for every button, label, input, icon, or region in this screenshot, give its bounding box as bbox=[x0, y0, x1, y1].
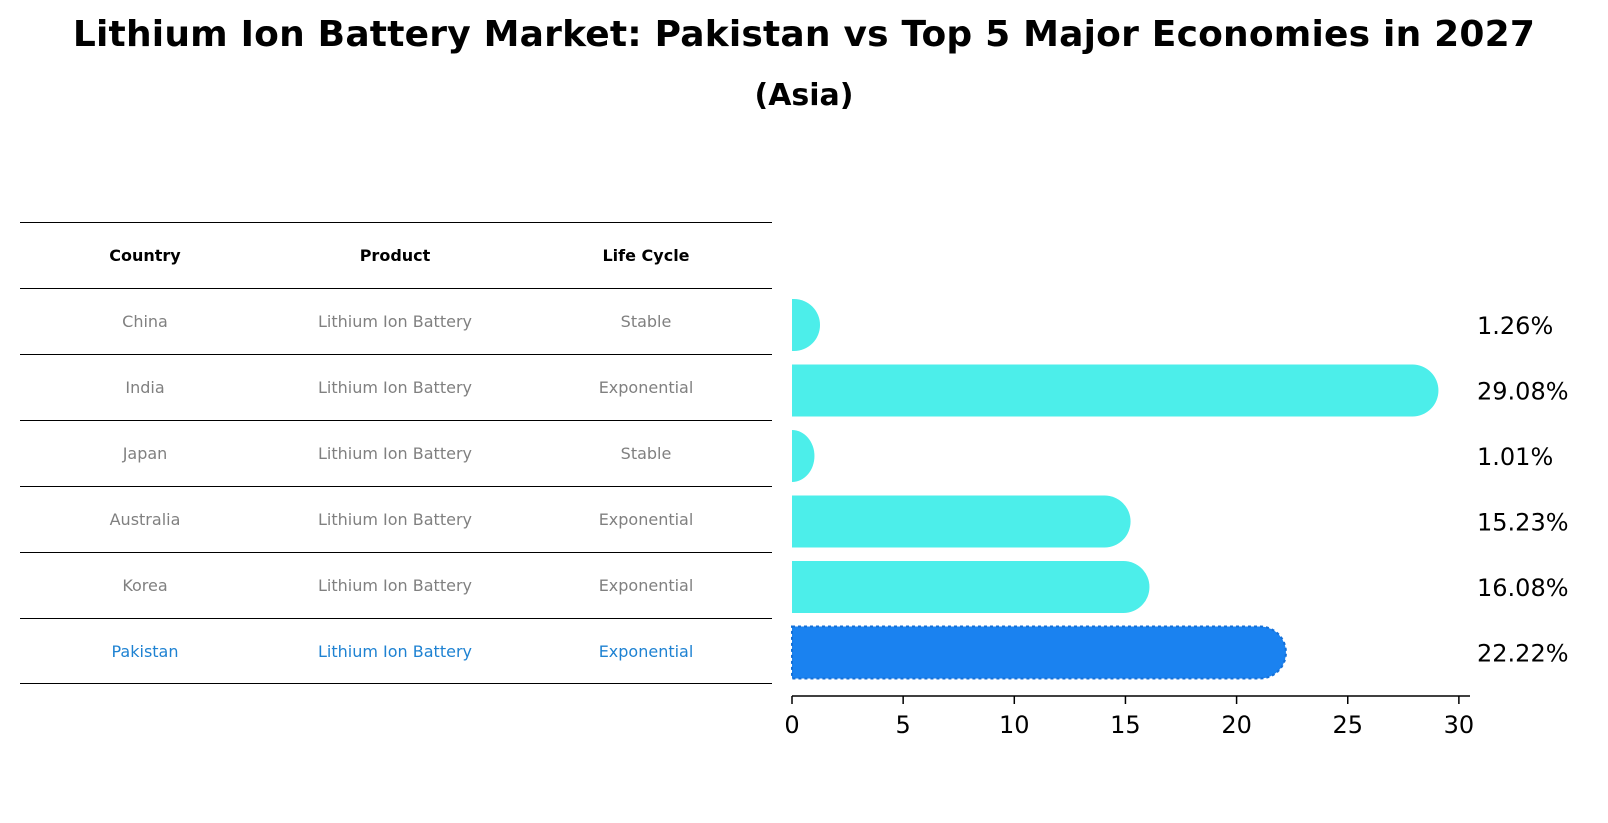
header-country: Country bbox=[109, 246, 181, 265]
x-tick-label: 5 bbox=[896, 711, 911, 739]
chart-subtitle: (Asia) bbox=[754, 78, 854, 113]
cell-product: Lithium Ion Battery bbox=[318, 510, 472, 529]
table-row: Australia Lithium Ion Battery Exponentia… bbox=[20, 486, 772, 552]
table-row-highlighted: Pakistan Lithium Ion Battery Exponential bbox=[20, 618, 772, 684]
country-table: Country Product Life Cycle China Lithium… bbox=[20, 222, 772, 684]
cell-life-cycle: Stable bbox=[620, 444, 672, 463]
cell-life-cycle: Exponential bbox=[598, 378, 694, 397]
x-tick-label: 30 bbox=[1444, 711, 1475, 739]
x-tick-label: 10 bbox=[999, 711, 1030, 739]
header-product: Product bbox=[359, 246, 431, 265]
cell-product: Lithium Ion Battery bbox=[318, 576, 472, 595]
chart-title: Lithium Ion Battery Market: Pakistan vs … bbox=[72, 14, 1536, 55]
x-tick-label: 20 bbox=[1221, 711, 1252, 739]
header-life-cycle: Life Cycle bbox=[602, 246, 690, 265]
cell-country: China bbox=[122, 312, 168, 331]
table-row: India Lithium Ion Battery Exponential bbox=[20, 354, 772, 420]
table-row: Korea Lithium Ion Battery Exponential bbox=[20, 552, 772, 618]
bar-korea bbox=[792, 561, 1150, 613]
bar-japan bbox=[792, 430, 815, 482]
cell-product: Lithium Ion Battery bbox=[318, 641, 472, 661]
value-label: 22.22% bbox=[1477, 640, 1569, 668]
table-header-row: Country Product Life Cycle bbox=[20, 222, 772, 288]
cell-life-cycle: Exponential bbox=[598, 510, 694, 529]
x-tick-label: 25 bbox=[1332, 711, 1363, 739]
x-tick-label: 15 bbox=[1110, 711, 1141, 739]
value-label: 16.08% bbox=[1477, 574, 1569, 602]
cell-product: Lithium Ion Battery bbox=[318, 378, 472, 397]
cell-country: Pakistan bbox=[111, 641, 179, 661]
x-tick-label: 0 bbox=[784, 711, 799, 739]
cell-product: Lithium Ion Battery bbox=[318, 312, 472, 331]
value-label: 15.23% bbox=[1477, 509, 1569, 537]
cell-life-cycle: Stable bbox=[620, 312, 672, 331]
bar-pakistan bbox=[791, 625, 1287, 680]
table-row: China Lithium Ion Battery Stable bbox=[20, 288, 772, 354]
cell-life-cycle: Exponential bbox=[598, 641, 694, 661]
bar-india bbox=[792, 364, 1439, 417]
bar-australia bbox=[792, 495, 1131, 548]
cell-country: India bbox=[125, 378, 165, 397]
cell-country: Australia bbox=[109, 510, 181, 529]
cell-product: Lithium Ion Battery bbox=[318, 444, 472, 463]
value-label: 29.08% bbox=[1477, 378, 1569, 406]
cell-country: Japan bbox=[122, 444, 168, 463]
value-label: 1.01% bbox=[1477, 443, 1553, 471]
table-row: Japan Lithium Ion Battery Stable bbox=[20, 420, 772, 486]
cell-life-cycle: Exponential bbox=[598, 576, 694, 595]
cell-country: Korea bbox=[122, 576, 168, 595]
value-label: 1.26% bbox=[1477, 312, 1553, 340]
bar-china bbox=[792, 299, 821, 351]
